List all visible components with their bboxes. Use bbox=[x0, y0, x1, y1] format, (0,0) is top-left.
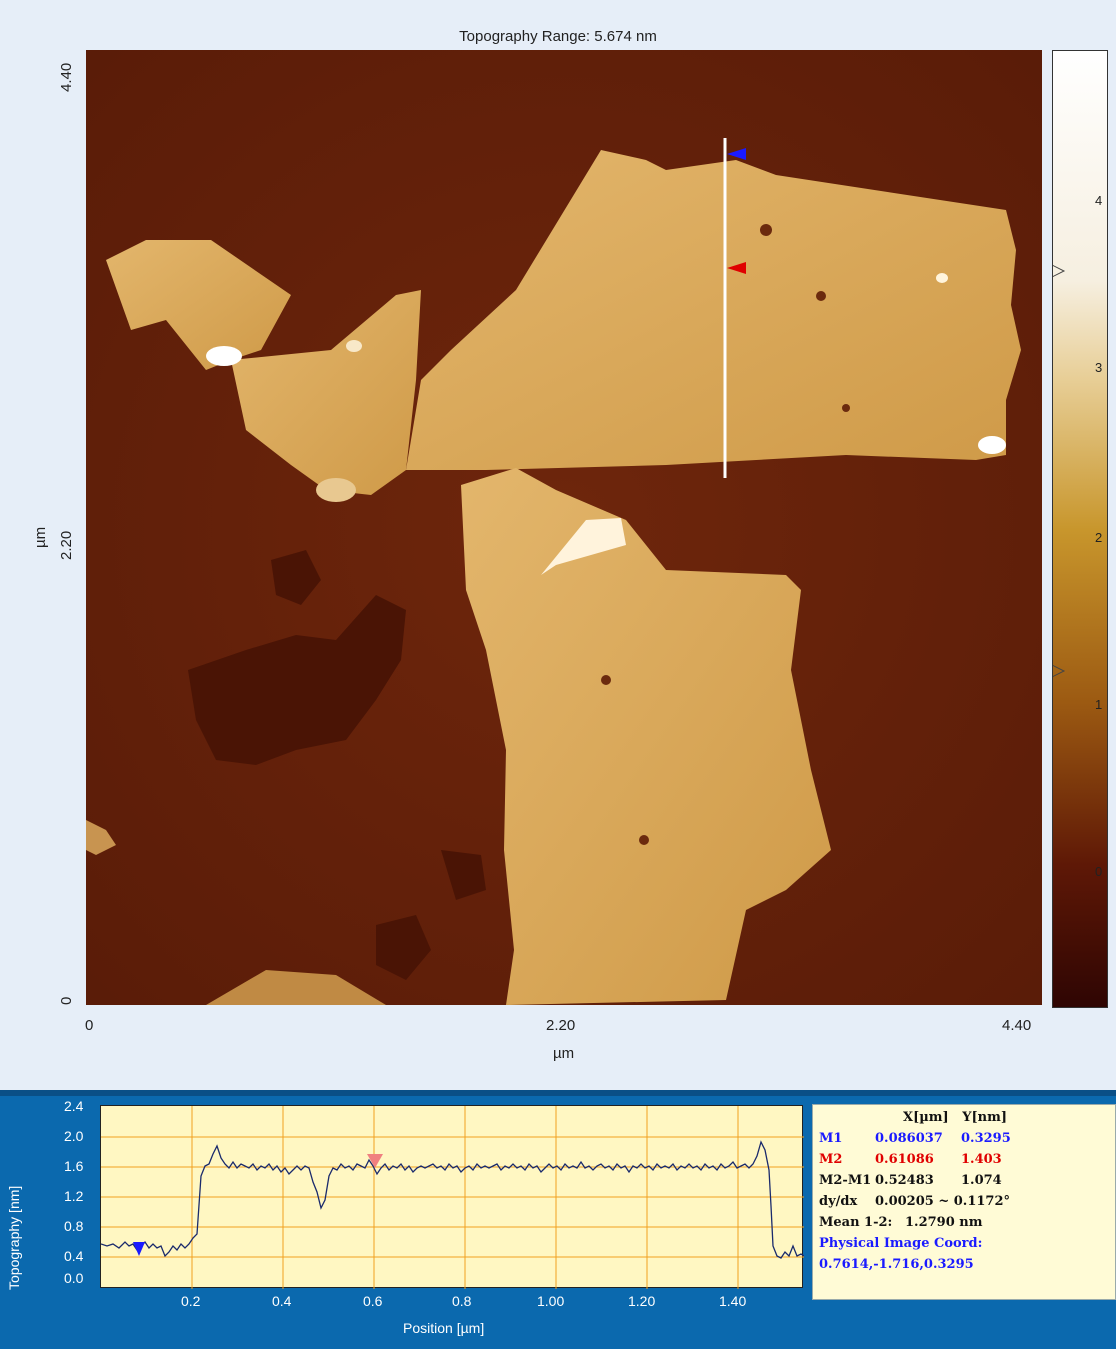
marker-readout-panel: X[µm] Y[nm] M1 0.086037 0.3295 M2 0.61086 1.… bbox=[812, 1104, 1116, 1300]
readout-phys-label: Physical Image Coord: bbox=[819, 1236, 983, 1251]
bright-spot bbox=[978, 436, 1006, 454]
flake-upper-left bbox=[106, 240, 291, 370]
image-title: Topography Range: 5.674 nm bbox=[459, 28, 657, 45]
colorbar[interactable] bbox=[1052, 50, 1108, 1008]
readout-mean-label: Mean 1-2: bbox=[819, 1215, 893, 1230]
colorbar-upper-handle bbox=[1053, 264, 1066, 278]
profile-y-axis-label: Topography [nm] bbox=[6, 1185, 22, 1290]
flake-left-middle bbox=[231, 290, 421, 495]
y-tick-bottom: 0 bbox=[58, 996, 75, 1005]
readout-diff-row: M2-M1 0.52483 1.074 bbox=[819, 1170, 1115, 1191]
profile-x-tick: 0.2 bbox=[181, 1293, 201, 1309]
y-tick-top: 4.40 bbox=[58, 62, 75, 92]
profile-y-tick: 0.0 bbox=[64, 1270, 84, 1286]
marker2-flag bbox=[727, 262, 746, 274]
profile-y-tick: 1.2 bbox=[64, 1188, 84, 1204]
readout-m2-y: 1.403 bbox=[961, 1152, 1002, 1167]
profile-y-tick: 2.0 bbox=[64, 1128, 84, 1144]
profile-panel-border bbox=[0, 1090, 1116, 1096]
y-axis-unit: µm bbox=[32, 526, 49, 548]
readout-m2-row: M2 0.61086 1.403 bbox=[819, 1149, 1115, 1170]
readout-m1-x: 0.086037 bbox=[875, 1131, 943, 1146]
profile-marker2 bbox=[367, 1154, 383, 1168]
readout-diff-x: 0.52483 bbox=[875, 1173, 934, 1188]
flake-lower-center bbox=[461, 468, 831, 1005]
x-tick-right: 4.40 bbox=[1002, 1017, 1032, 1034]
profile-grid bbox=[101, 1106, 804, 1289]
x-axis-unit: µm bbox=[553, 1045, 575, 1062]
colorbar-gradient bbox=[1053, 51, 1107, 1007]
dark-defect bbox=[639, 835, 649, 845]
marker1-flag bbox=[727, 148, 746, 160]
colorbar-tick: 4 bbox=[1095, 193, 1103, 208]
readout-slope-value: 0.00205 ~ 0.1172° bbox=[875, 1194, 1010, 1209]
dark-defect bbox=[842, 404, 850, 412]
colorbar-tick: 1 bbox=[1095, 697, 1103, 712]
readout-header: X[µm] Y[nm] bbox=[903, 1110, 1008, 1125]
colorbar-tick: 0 bbox=[1095, 864, 1103, 879]
profile-x-tick: 0.6 bbox=[363, 1293, 383, 1309]
readout-diff-y: 1.074 bbox=[961, 1173, 1002, 1188]
profile-x-tick: 1.40 bbox=[719, 1293, 747, 1309]
bright-spot bbox=[316, 478, 356, 502]
readout-mean-row: Mean 1-2: 1.2790 nm bbox=[819, 1212, 1115, 1233]
substrate-hole bbox=[271, 550, 321, 605]
x-tick-left: 0 bbox=[85, 1017, 94, 1034]
dark-defect bbox=[760, 224, 772, 236]
readout-mean-value: 1.2790 nm bbox=[905, 1215, 983, 1230]
substrate-hole bbox=[376, 915, 431, 980]
readout-phys-value: 0.7614,-1.716,0.3295 bbox=[819, 1257, 974, 1272]
colorbar-lower-handle bbox=[1053, 664, 1066, 678]
readout-slope-row: dy/dx 0.00205 ~ 0.1172° bbox=[819, 1191, 1115, 1212]
bright-spot bbox=[346, 340, 362, 352]
readout-m2-x: 0.61086 bbox=[875, 1152, 934, 1167]
substrate-hole bbox=[441, 850, 486, 900]
profile-y-tick: 0.4 bbox=[64, 1248, 84, 1264]
x-tick-middle: 2.20 bbox=[546, 1017, 576, 1034]
flake-upper-right bbox=[406, 150, 1021, 470]
dark-defect bbox=[816, 291, 826, 301]
profile-x-axis-label: Position [µm] bbox=[403, 1320, 485, 1336]
profile-x-tick: 0.8 bbox=[452, 1293, 472, 1309]
profile-x-tick: 1.00 bbox=[537, 1293, 565, 1309]
readout-m1-row: M1 0.086037 0.3295 bbox=[819, 1128, 1115, 1149]
readout-slope-label: dy/dx bbox=[819, 1194, 858, 1209]
profile-y-tick: 2.4 bbox=[64, 1098, 84, 1114]
profile-plot[interactable] bbox=[100, 1105, 804, 1289]
profile-y-tick: 0.8 bbox=[64, 1218, 84, 1234]
afm-topography-image[interactable] bbox=[86, 50, 1042, 1005]
readout-m1-y: 0.3295 bbox=[961, 1131, 1011, 1146]
profile-x-tick: 0.4 bbox=[272, 1293, 292, 1309]
profile-marker1 bbox=[133, 1242, 145, 1256]
bright-spot bbox=[541, 518, 626, 575]
substrate-hole bbox=[86, 820, 116, 855]
flake-bottom-edge bbox=[206, 970, 386, 1005]
dark-defect bbox=[601, 675, 611, 685]
profile-y-tick: 1.6 bbox=[64, 1158, 84, 1174]
readout-m1-label: M1 bbox=[819, 1131, 843, 1146]
colorbar-tick: 3 bbox=[1095, 360, 1103, 375]
bright-spot bbox=[936, 273, 948, 283]
profile-x-tick: 1.20 bbox=[628, 1293, 656, 1309]
profile-trace bbox=[101, 1140, 804, 1259]
readout-m2-label: M2 bbox=[819, 1152, 843, 1167]
substrate-hole bbox=[188, 595, 406, 765]
readout-diff-label: M2-M1 bbox=[819, 1173, 872, 1188]
bright-spot bbox=[206, 346, 242, 366]
y-tick-middle: 2.20 bbox=[58, 530, 75, 560]
colorbar-tick: 2 bbox=[1095, 530, 1103, 545]
